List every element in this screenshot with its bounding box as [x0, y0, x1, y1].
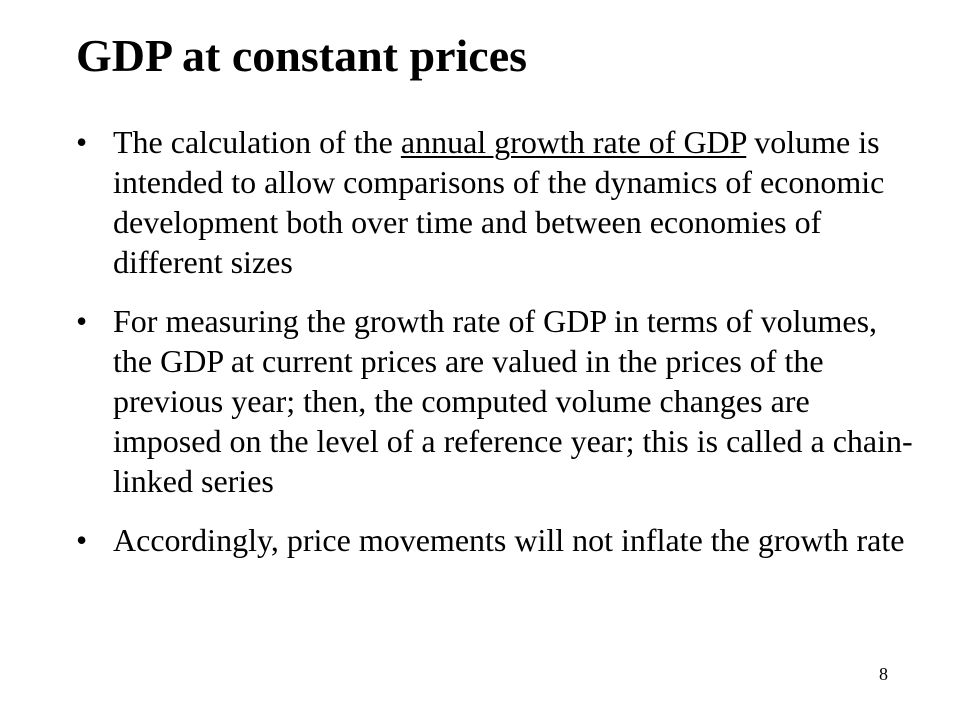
bullet-item-annual-growth-rate: • The calculation of the annual growth r…	[76, 122, 916, 282]
page-number: 8	[879, 664, 888, 684]
bullet-text: For measuring the growth rate of GDP in …	[113, 303, 913, 499]
bullet-text-end: volume is intended to allow comparisons …	[113, 124, 885, 280]
underlined-term: annual growth rate of GDP	[400, 124, 747, 160]
bullet-item-chain-linked: • For measuring the growth rate of GDP i…	[76, 301, 916, 501]
bullet-icon: •	[76, 303, 88, 339]
bullet-icon: •	[76, 124, 88, 160]
bullet-text-start: The calculation of the	[113, 124, 401, 160]
bullet-item-price-movements: • Accordingly, price movements will not …	[76, 520, 916, 560]
bullet-text: Accordingly, price movements will not in…	[113, 522, 905, 558]
bullet-list: • The calculation of the annual growth r…	[76, 122, 916, 579]
slide-title: GDP at constant prices	[76, 30, 528, 81]
bullet-icon: •	[76, 522, 88, 558]
